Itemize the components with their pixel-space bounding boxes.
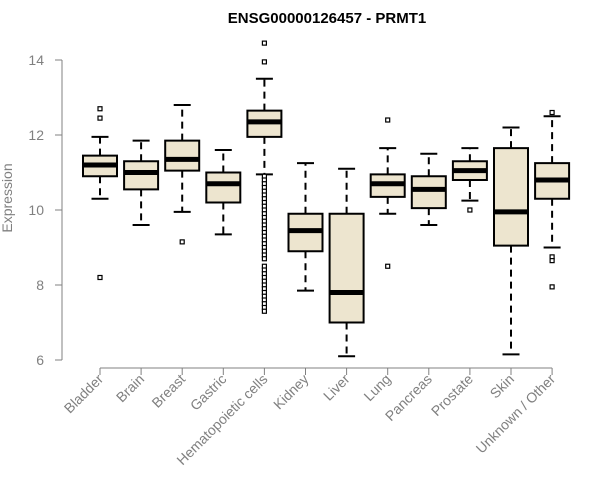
box-gastric (205, 149, 242, 236)
iqr-box (123, 160, 160, 191)
y-axis: 6 8 10 12 14 (28, 52, 63, 368)
box-lung (369, 117, 406, 269)
outlier-point (549, 109, 555, 116)
box-prostate (451, 147, 488, 213)
outlier-point (385, 117, 391, 123)
y-axis-label: Expression (0, 163, 15, 232)
x-tick-label: Bladder (61, 371, 107, 417)
outlier-point (549, 258, 555, 264)
iqr-box (410, 175, 447, 210)
outlier-point (385, 263, 391, 269)
x-tick-label: Prostate (428, 371, 476, 419)
box-pancreas (410, 152, 447, 226)
outlier-point (261, 40, 267, 46)
y-tick-label: 8 (36, 277, 44, 293)
outlier-point (261, 256, 267, 262)
outlier-point (467, 207, 473, 213)
outlier-point (97, 106, 103, 112)
outlier-point (549, 284, 555, 290)
y-tick-label: 14 (28, 52, 44, 68)
x-tick-label: Skin (487, 371, 518, 402)
outlier-point (261, 59, 267, 65)
box-liver (328, 167, 365, 358)
iqr-box (328, 212, 365, 324)
box-unknown-other (534, 109, 571, 290)
outlier-point (97, 115, 103, 121)
x-tick-label: Lung (360, 371, 393, 404)
box-skin (493, 126, 529, 356)
chart-title: ENSG00000126457 - PRMT1 (228, 10, 426, 27)
outlier-point (97, 274, 103, 281)
iqr-box (164, 139, 201, 172)
outlier-point (179, 239, 185, 245)
y-tick-label: 12 (28, 127, 44, 143)
x-tick-label: Liver (320, 371, 353, 404)
x-tick-label: Kidney (270, 371, 312, 413)
box-kidney (287, 162, 324, 292)
iqr-box (205, 171, 242, 204)
y-tick-label: 10 (28, 202, 44, 218)
y-tick-label: 6 (36, 352, 44, 368)
iqr-box (493, 147, 529, 247)
boxes-layer (82, 40, 571, 358)
x-tick-label: Brain (113, 371, 147, 405)
box-bladder (82, 106, 118, 281)
box-breast (164, 104, 201, 245)
outlier-point (261, 308, 267, 314)
box-hematopoietic-cells (246, 40, 283, 314)
box-brain (123, 139, 160, 226)
x-tick-label: Breast (148, 371, 188, 411)
